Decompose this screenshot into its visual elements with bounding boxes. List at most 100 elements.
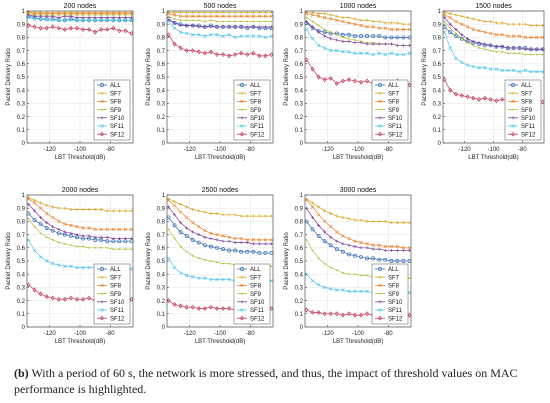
data-point <box>228 20 230 23</box>
legend-marker <box>100 124 104 128</box>
chart-panel-1: 0 0.1 0.2 0.3 0.4 0.5 0.6 0.7 0.8 0.9 1 -120 -100 -80… <box>146 3 274 161</box>
legend-marker <box>100 116 104 120</box>
data-point <box>335 239 339 243</box>
legend-label: SF9 <box>110 108 122 114</box>
data-point <box>94 14 97 16</box>
data-point <box>57 227 61 231</box>
x-axis-label: LBT Threshold(dB) <box>195 339 245 345</box>
series-sf8 <box>26 197 134 232</box>
data-point <box>494 98 499 104</box>
data-point <box>269 279 274 283</box>
data-point <box>130 248 133 251</box>
series-line <box>28 13 132 16</box>
data-point <box>227 33 231 37</box>
data-point <box>39 215 43 219</box>
data-point <box>347 289 351 294</box>
data-point <box>477 29 481 33</box>
data-point <box>239 50 244 56</box>
figure-caption: (b) With a period of 60 s, the network i… <box>14 365 544 397</box>
data-point <box>251 50 256 56</box>
series-line <box>306 22 410 38</box>
data-point <box>340 312 345 318</box>
data-point <box>208 49 213 55</box>
data-point <box>263 14 268 19</box>
y-axis-label: Packet Delivery Ratio <box>422 48 428 106</box>
y-tick-label: 0.5 <box>433 75 442 81</box>
x-tick-label: -100 <box>487 147 500 153</box>
y-tick-label: 0.6 <box>295 246 304 252</box>
data-point <box>45 14 49 18</box>
legend-label: SF10 <box>110 300 125 306</box>
data-point <box>227 213 231 217</box>
data-point <box>32 287 37 293</box>
x-axis-label: LBT Threshold(dB) <box>468 155 518 161</box>
y-tick-label: 0.3 <box>295 286 304 292</box>
legend-marker <box>240 283 244 288</box>
data-point <box>401 259 406 263</box>
data-point <box>197 25 201 29</box>
y-tick-label: 0 <box>22 325 26 331</box>
y-tick-label: 0.1 <box>433 128 442 134</box>
data-point <box>383 35 388 40</box>
data-point <box>88 14 90 16</box>
data-point <box>57 263 61 267</box>
data-point <box>111 18 116 22</box>
data-point <box>123 28 128 34</box>
data-point <box>483 42 487 46</box>
data-point <box>111 227 116 232</box>
y-tick-label: 0.3 <box>157 102 166 108</box>
data-point <box>535 24 539 28</box>
data-point <box>68 25 73 31</box>
data-point <box>215 25 219 29</box>
data-point <box>251 238 256 242</box>
data-point <box>371 34 376 39</box>
data-point <box>26 15 31 20</box>
data-point <box>383 21 387 25</box>
data-point <box>87 295 92 301</box>
data-point <box>203 276 207 280</box>
data-point <box>263 238 268 242</box>
data-point <box>328 224 333 229</box>
data-point <box>117 227 122 232</box>
data-point <box>93 29 98 35</box>
data-point <box>257 238 262 242</box>
legend-label: SF12 <box>388 316 403 322</box>
data-point <box>167 205 171 209</box>
data-point <box>197 209 201 213</box>
data-point <box>311 25 315 29</box>
data-point <box>69 208 73 212</box>
y-tick-label: 0.9 <box>295 206 304 212</box>
legend-marker <box>100 267 104 271</box>
series-sf8 <box>166 11 274 19</box>
data-point <box>221 25 225 29</box>
y-tick-label: 1 <box>300 193 304 199</box>
data-point <box>209 14 213 19</box>
data-point <box>179 221 183 225</box>
data-point <box>240 20 243 23</box>
data-point <box>359 289 363 294</box>
series-sf12 <box>166 32 274 59</box>
series-sf7 <box>167 197 273 218</box>
legend-marker <box>378 267 382 271</box>
y-tick-label: 0.2 <box>433 115 442 121</box>
legend-label: SF10 <box>388 116 403 122</box>
data-point <box>191 10 195 14</box>
data-point <box>239 249 244 254</box>
data-point <box>191 208 195 212</box>
data-point <box>401 22 405 26</box>
data-point <box>263 242 267 246</box>
legend-marker <box>377 315 383 321</box>
legend-marker <box>100 83 104 87</box>
data-point <box>190 304 195 310</box>
legend-marker <box>511 83 515 87</box>
chart-title: 2000 nodes <box>62 187 99 194</box>
legend-label: SF7 <box>110 91 122 97</box>
data-point <box>123 237 127 241</box>
legend-marker <box>100 308 104 312</box>
data-point <box>185 24 189 28</box>
legend-marker <box>378 308 382 312</box>
data-point <box>75 233 79 237</box>
y-tick-label: 0.6 <box>17 246 26 252</box>
data-point <box>341 234 345 238</box>
series-line <box>168 13 272 17</box>
